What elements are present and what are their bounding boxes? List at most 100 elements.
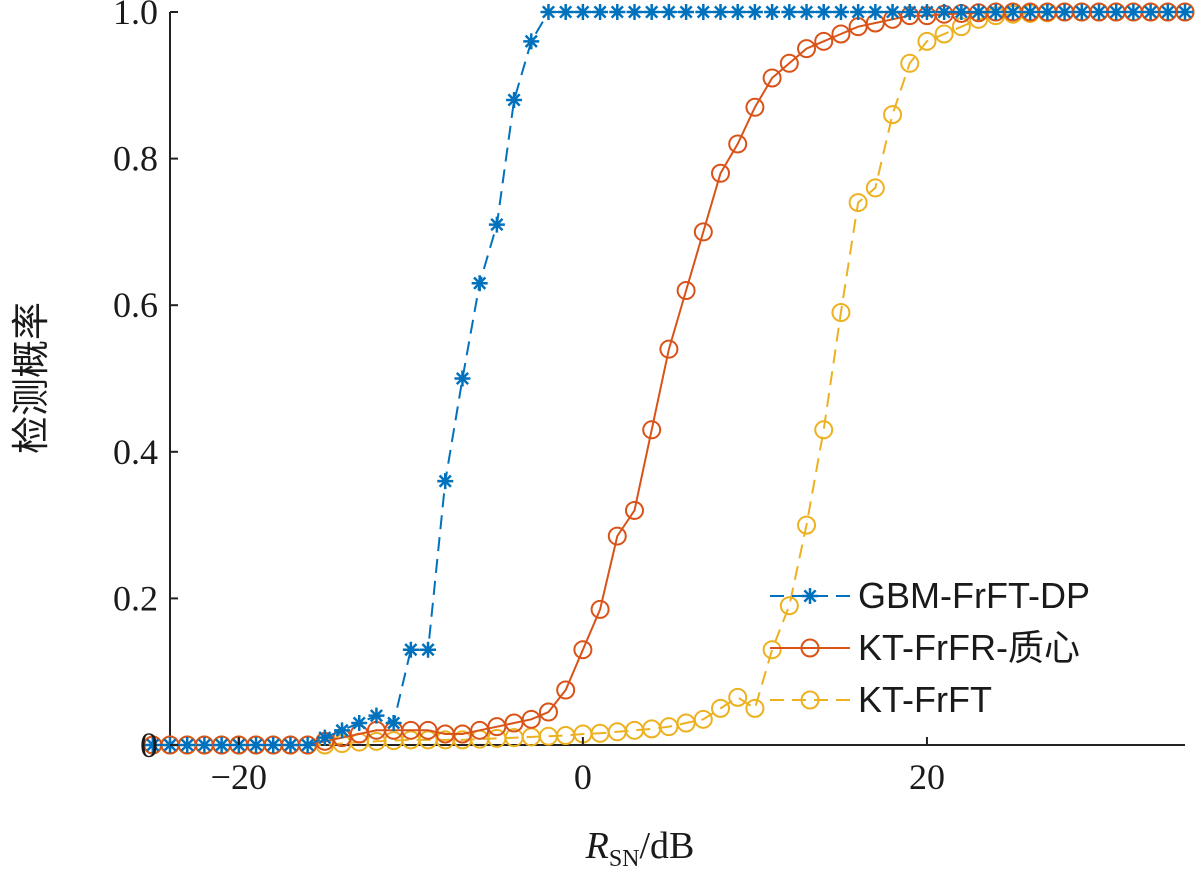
legend-label: KT-FrFR-质心 bbox=[858, 627, 1080, 668]
data-point bbox=[1022, 4, 1039, 20]
data-point bbox=[316, 729, 333, 746]
data-point bbox=[660, 4, 677, 20]
data-point bbox=[745, 698, 765, 718]
data-point bbox=[728, 687, 748, 707]
data-point bbox=[729, 4, 746, 20]
data-point bbox=[557, 4, 574, 20]
data-point bbox=[642, 420, 662, 440]
data-point bbox=[884, 4, 901, 20]
data-point bbox=[917, 31, 937, 51]
data-point bbox=[712, 4, 729, 20]
data-point bbox=[815, 4, 832, 20]
data-point bbox=[934, 24, 954, 44]
data-point bbox=[1090, 4, 1107, 20]
data-point bbox=[643, 4, 660, 20]
data-point bbox=[936, 4, 953, 20]
y-tick-label: 0.2 bbox=[113, 578, 158, 618]
x-axis-label: RSN/dB bbox=[585, 825, 695, 871]
data-point bbox=[865, 178, 885, 198]
x-tick-label: −20 bbox=[211, 757, 267, 797]
x-axis-label-symbol: R bbox=[585, 825, 609, 867]
data-point bbox=[867, 4, 884, 20]
data-point bbox=[764, 4, 781, 20]
data-point bbox=[334, 722, 351, 739]
legend: GBM-FrFT-DP KT-FrFR-质心 KT-FrFT bbox=[770, 575, 1090, 720]
data-point bbox=[607, 526, 627, 546]
data-point bbox=[179, 737, 196, 753]
y-tick-label: 0 bbox=[140, 725, 158, 765]
legend-label: KT-FrFT bbox=[858, 679, 992, 720]
data-point bbox=[831, 24, 851, 44]
data-point bbox=[918, 4, 935, 20]
data-point bbox=[626, 4, 643, 20]
data-point bbox=[523, 33, 540, 50]
data-point bbox=[538, 702, 558, 722]
data-point bbox=[1177, 4, 1193, 20]
data-point bbox=[420, 641, 437, 658]
data-point bbox=[883, 105, 903, 125]
data-point bbox=[900, 53, 920, 73]
data-point bbox=[506, 91, 523, 108]
data-point bbox=[831, 303, 851, 323]
data-point bbox=[970, 4, 987, 20]
legend-marker bbox=[800, 638, 820, 658]
legend-marker bbox=[800, 690, 820, 710]
data-point bbox=[781, 4, 798, 20]
data-point bbox=[556, 680, 576, 700]
data-point bbox=[1159, 4, 1176, 20]
series-layer bbox=[143, 2, 1195, 755]
data-point bbox=[1175, 2, 1195, 22]
data-point bbox=[832, 4, 849, 20]
data-point bbox=[711, 698, 731, 718]
data-point bbox=[728, 134, 748, 154]
data-point bbox=[814, 420, 834, 440]
data-point bbox=[1004, 4, 1021, 20]
data-point bbox=[437, 473, 454, 490]
data-point bbox=[1142, 4, 1159, 20]
data-point bbox=[678, 4, 695, 20]
data-point bbox=[953, 4, 970, 20]
data-point bbox=[573, 640, 593, 660]
series-line bbox=[152, 11, 1185, 746]
data-point bbox=[385, 715, 402, 732]
data-point bbox=[609, 4, 626, 20]
data-point bbox=[592, 4, 609, 20]
data-point bbox=[624, 500, 644, 520]
data-point bbox=[1039, 4, 1056, 20]
data-point bbox=[590, 599, 610, 619]
data-point bbox=[987, 4, 1004, 20]
data-point bbox=[351, 715, 368, 732]
data-point bbox=[144, 737, 161, 753]
data-point bbox=[265, 737, 282, 753]
x-axis-label-unit: /dB bbox=[640, 825, 695, 867]
data-point bbox=[659, 339, 679, 359]
x-axis-label-subscript: SN bbox=[609, 846, 640, 871]
data-point bbox=[693, 222, 713, 242]
data-point bbox=[797, 515, 817, 535]
data-point bbox=[850, 4, 867, 20]
data-point bbox=[746, 4, 763, 20]
data-point bbox=[1125, 4, 1142, 20]
data-point bbox=[814, 31, 834, 51]
data-point bbox=[368, 707, 385, 724]
data-point bbox=[711, 163, 731, 183]
data-point bbox=[540, 4, 557, 20]
tick-layer: 0 0.2 0.4 0.6 0.8 1.0 −20 0 20 bbox=[113, 0, 945, 797]
data-point bbox=[693, 709, 713, 729]
data-point bbox=[1108, 4, 1125, 20]
data-point bbox=[248, 737, 265, 753]
data-point bbox=[798, 4, 815, 20]
series-0 bbox=[144, 4, 1193, 753]
data-point bbox=[676, 281, 696, 301]
data-point bbox=[402, 641, 419, 658]
data-point bbox=[471, 275, 488, 292]
y-tick-label: 0.4 bbox=[113, 432, 158, 472]
y-axis-label: 检测概率 bbox=[11, 302, 53, 454]
data-point bbox=[779, 596, 799, 616]
legend-marker bbox=[802, 588, 818, 604]
data-point bbox=[762, 640, 782, 660]
data-point bbox=[454, 370, 471, 387]
y-tick-label: 1.0 bbox=[113, 0, 158, 32]
data-point bbox=[488, 216, 505, 233]
